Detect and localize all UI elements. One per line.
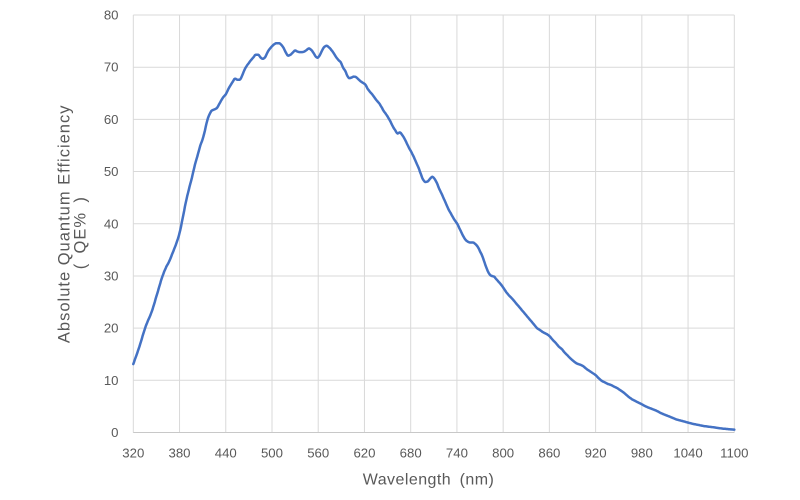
svg-text:80: 80: [104, 8, 119, 23]
svg-text:980: 980: [631, 445, 653, 460]
svg-text:10: 10: [104, 373, 119, 388]
svg-text:20: 20: [104, 321, 119, 336]
svg-text:320: 320: [122, 445, 144, 460]
svg-text:920: 920: [585, 445, 607, 460]
svg-text:1040: 1040: [673, 445, 702, 460]
svg-text:800: 800: [492, 445, 514, 460]
svg-text:40: 40: [104, 216, 119, 231]
svg-text:60: 60: [104, 112, 119, 127]
svg-text:1100: 1100: [720, 445, 748, 460]
svg-text:500: 500: [261, 445, 283, 460]
svg-text:620: 620: [353, 445, 375, 460]
svg-text:50: 50: [104, 164, 119, 179]
svg-text:70: 70: [104, 60, 119, 75]
svg-text:Wavelength (nm): Wavelength (nm): [363, 471, 495, 488]
svg-text:( QE% ): ( QE% ): [72, 196, 90, 269]
svg-text:Absolute Quantum Efficiency: Absolute Quantum Efficiency: [56, 105, 74, 344]
svg-text:860: 860: [538, 445, 560, 460]
svg-text:380: 380: [169, 445, 191, 460]
svg-text:30: 30: [104, 268, 119, 283]
svg-text:0: 0: [111, 425, 118, 440]
svg-text:560: 560: [307, 445, 329, 460]
svg-text:740: 740: [446, 445, 468, 460]
svg-text:440: 440: [215, 445, 237, 460]
svg-text:680: 680: [400, 445, 422, 460]
